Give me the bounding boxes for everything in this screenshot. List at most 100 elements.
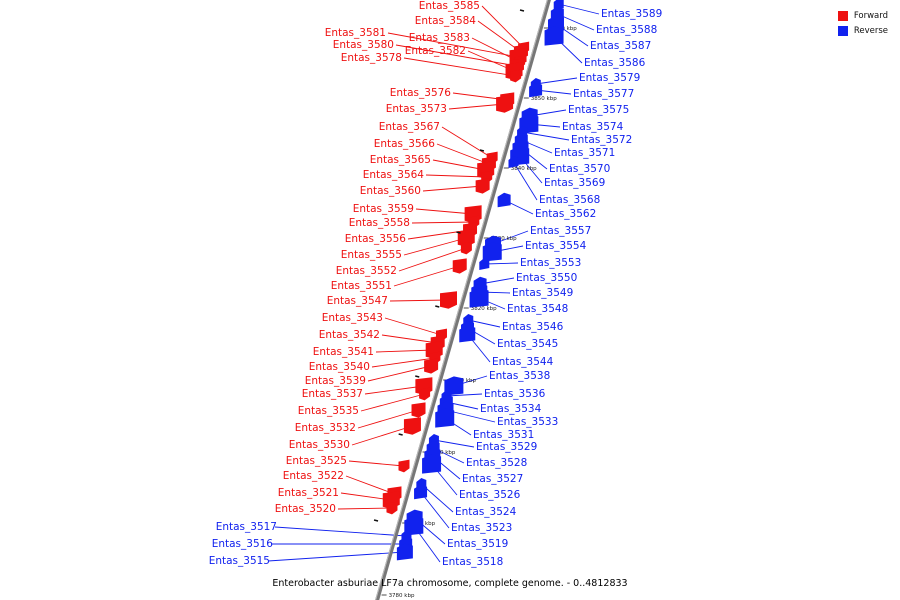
reverse-gene-feature <box>444 376 464 396</box>
reverse-gene-connector <box>433 439 475 448</box>
forward-gene-label: Entas_3522 <box>283 470 344 482</box>
forward-gene-connector <box>351 425 413 446</box>
forward-gene-feature <box>411 402 426 418</box>
reverse-gene-label: Entas_3586 <box>584 57 646 69</box>
forward-gene-feature <box>398 459 410 473</box>
short-feature-mark <box>415 375 420 378</box>
forward-gene-connector <box>398 247 467 272</box>
forward-gene-label: Entas_3541 <box>313 346 374 358</box>
forward-gene-connector <box>387 32 519 58</box>
forward-gene-connector <box>360 393 425 412</box>
reverse-gene-connector <box>267 551 405 562</box>
reverse-gene-label: Entas_3538 <box>489 370 550 382</box>
short-feature-mark <box>398 433 403 436</box>
forward-gene-connector <box>345 475 395 495</box>
reverse-gene-label: Entas_3550 <box>516 272 577 284</box>
reverse-gene-label: Entas_3574 <box>562 121 624 133</box>
short-feature-mark <box>456 231 461 234</box>
forward-gene-label: Entas_3547 <box>327 295 388 307</box>
forward-gene-feature <box>440 291 457 309</box>
reverse-gene-feature <box>396 543 413 561</box>
forward-gene-label: Entas_3576 <box>390 87 452 99</box>
forward-gene-label: Entas_3558 <box>349 217 410 229</box>
forward-gene-label: Entas_3580 <box>333 39 394 51</box>
forward-gene-label: Entas_3552 <box>336 265 397 277</box>
reverse-gene-label: Entas_3518 <box>442 556 503 568</box>
map-caption: Enterobacter asburiae LF7a chromosome, c… <box>272 578 628 589</box>
forward-gene-label: Entas_3566 <box>374 138 436 150</box>
reverse-gene-feature <box>482 242 502 262</box>
reverse-gene-feature <box>459 325 476 343</box>
reverse-gene-connector <box>522 131 570 141</box>
reverse-gene-connector <box>484 262 519 265</box>
forward-gene-label: Entas_3551 <box>331 280 392 292</box>
forward-gene-connector <box>384 317 442 336</box>
forward-gene-feature <box>419 387 431 401</box>
forward-gene-connector <box>367 365 432 382</box>
reverse-gene-label: Entas_3572 <box>571 134 632 146</box>
reverse-gene-label: Entas_3533 <box>497 416 558 428</box>
reverse-gene-feature <box>553 0 564 10</box>
reverse-gene-label: Entas_3536 <box>484 388 546 400</box>
tick-label: 3840 kbp <box>511 166 537 172</box>
reverse-gene-label: Entas_3571 <box>554 147 615 159</box>
reverse-gene-feature <box>469 288 489 308</box>
forward-gene-feature <box>510 69 522 83</box>
forward-gene-label: Entas_3567 <box>379 121 440 133</box>
forward-gene-label: Entas_3585 <box>419 0 480 12</box>
reverse-gene-label: Entas_3589 <box>601 8 662 20</box>
reverse-gene-label: Entas_3524 <box>455 506 517 518</box>
forward-gene-connector <box>481 5 524 49</box>
legend-label-reverse: Reverse <box>853 25 888 36</box>
forward-gene-connector <box>381 334 438 344</box>
forward-gene-label: Entas_3540 <box>309 361 370 373</box>
forward-gene-connector <box>337 507 392 510</box>
short-feature-mark <box>373 519 379 522</box>
reverse-gene-label: Entas_3562 <box>535 208 596 220</box>
reverse-gene-label: Entas_3526 <box>459 489 521 501</box>
reverse-gene-label: Entas_3557 <box>530 225 591 237</box>
legend-item-reverse: Reverse <box>837 23 888 38</box>
forward-gene-label: Entas_3583 <box>409 32 470 44</box>
chromosome-backbone <box>375 0 551 600</box>
forward-gene-connector <box>393 265 460 287</box>
short-feature-mark <box>479 149 485 152</box>
forward-gene-connector <box>448 103 505 110</box>
forward-gene-label: Entas_3559 <box>353 203 414 215</box>
forward-gene-feature <box>460 241 472 255</box>
reverse-gene-connector <box>468 319 501 328</box>
reverse-gene-connector <box>558 3 600 15</box>
reverse-gene-feature <box>422 454 442 474</box>
forward-gene-label: Entas_3539 <box>305 375 366 387</box>
tick-label: 3850 kbp <box>531 96 557 102</box>
reverse-gene-feature <box>414 484 428 500</box>
short-feature-mark <box>519 9 525 12</box>
forward-gene-connector <box>348 460 405 467</box>
gene-labels: Entas_3585 Entas_3584 Entas_3581 Entas_3583… <box>209 0 663 568</box>
forward-gene-feature <box>386 501 398 515</box>
reverse-gene-connector <box>513 161 538 201</box>
short-feature-mark <box>435 305 440 308</box>
reverse-gene-feature <box>479 258 490 270</box>
reverse-gene-label: Entas_3527 <box>462 473 523 485</box>
reverse-gene-label: Entas_3528 <box>466 457 527 469</box>
forward-gene-label: Entas_3537 <box>302 388 363 400</box>
forward-gene-connector <box>403 237 467 256</box>
reverse-gene-label: Entas_3517 <box>216 521 277 533</box>
reverse-gene-label: Entas_3569 <box>544 177 605 189</box>
reverse-gene-label: Entas_3579 <box>579 72 640 84</box>
reverse-swatch <box>837 25 848 36</box>
reverse-gene-label: Entas_3516 <box>212 538 274 550</box>
forward-gene-label: Entas_3556 <box>345 233 407 245</box>
reverse-gene-label: Entas_3549 <box>512 287 573 299</box>
forward-gene-feature <box>452 258 467 274</box>
forward-gene-connector <box>422 185 483 192</box>
forward-gene-label: Entas_3555 <box>341 249 402 261</box>
forward-gene-connector <box>441 126 493 159</box>
forward-gene-label: Entas_3530 <box>289 439 350 451</box>
reverse-gene-label: Entas_3545 <box>497 338 558 350</box>
reverse-gene-label: Entas_3588 <box>596 24 657 36</box>
forward-gene-connector <box>415 208 474 215</box>
forward-gene-connector <box>403 57 516 77</box>
